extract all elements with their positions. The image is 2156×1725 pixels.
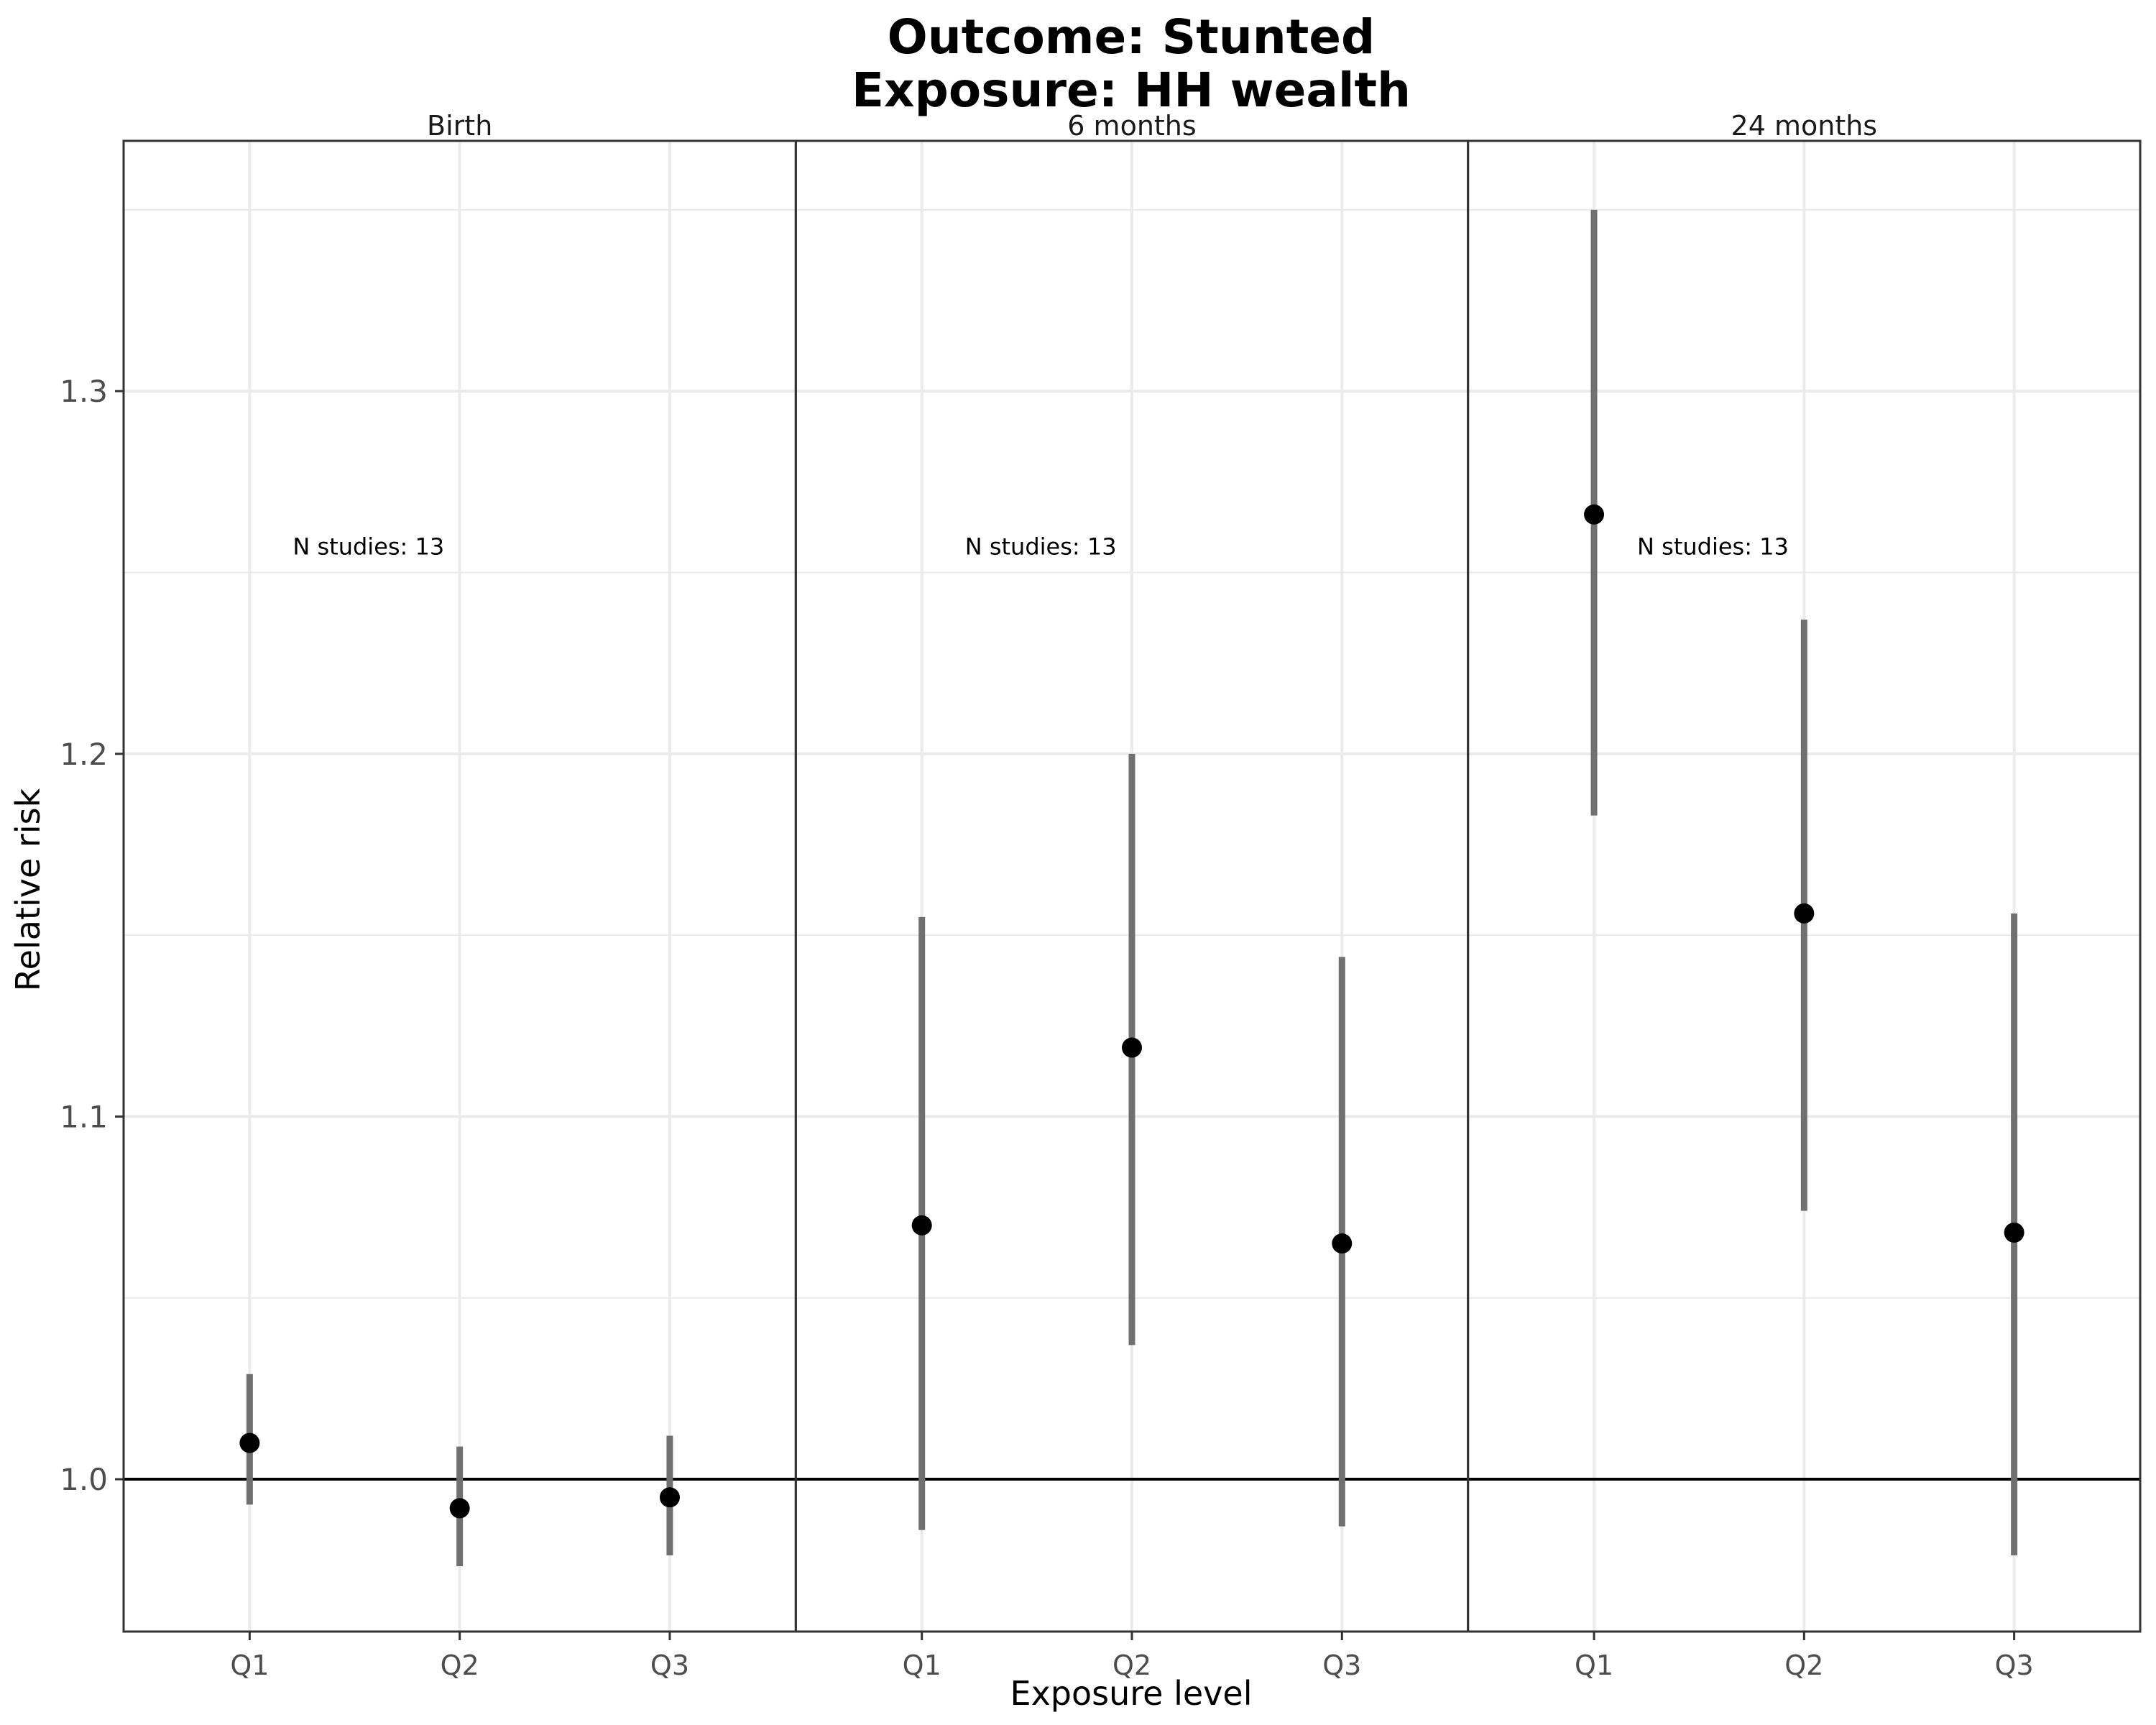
point-estimate — [1122, 1037, 1142, 1058]
y-tick-label: 1.3 — [60, 374, 108, 409]
x-tick-label: Q1 — [903, 1650, 941, 1681]
panel-border — [1467, 139, 2142, 1633]
n-studies-annotation: N studies: 13 — [1637, 533, 1789, 560]
y-tick-label: 1.1 — [60, 1099, 108, 1134]
chart-title-line-1: Outcome: Stunted — [888, 9, 1376, 65]
point-estimate — [1584, 504, 1605, 525]
x-tick-label: Q3 — [650, 1650, 689, 1681]
y-axis-title: Relative risk — [9, 788, 47, 991]
panel-label: Birth — [427, 110, 492, 142]
point-estimate — [239, 1432, 260, 1453]
point-estimate — [911, 1215, 932, 1236]
point-estimate — [2004, 1222, 2024, 1243]
panel-label: 6 months — [1067, 110, 1196, 142]
n-studies-annotation: N studies: 13 — [292, 533, 444, 560]
y-tick-label: 1.2 — [60, 737, 108, 772]
x-tick-label: Q2 — [1784, 1650, 1823, 1681]
x-tick-label: Q1 — [1575, 1650, 1613, 1681]
plot-area: Birth N studies: 13 Q1 Q2 Q3 6 months N studie… — [60, 110, 2142, 1681]
x-tick-label: Q2 — [1112, 1650, 1151, 1681]
x-tick-label: Q1 — [230, 1650, 269, 1681]
point-estimate — [449, 1498, 470, 1519]
x-tick-label: Q3 — [1322, 1650, 1361, 1681]
y-tick-label: 1.0 — [60, 1462, 108, 1497]
point-estimate — [1794, 903, 1815, 924]
chart-title-line-2: Exposure: HH wealth — [852, 63, 1411, 118]
panel-label: 24 months — [1731, 110, 1878, 142]
n-studies-annotation: N studies: 13 — [965, 533, 1117, 560]
point-estimate — [1332, 1233, 1353, 1254]
point-estimate — [659, 1487, 680, 1508]
x-axis-title: Exposure level — [1010, 1674, 1253, 1713]
x-tick-label: Q2 — [441, 1650, 479, 1681]
x-tick-label: Q3 — [1995, 1650, 2034, 1681]
